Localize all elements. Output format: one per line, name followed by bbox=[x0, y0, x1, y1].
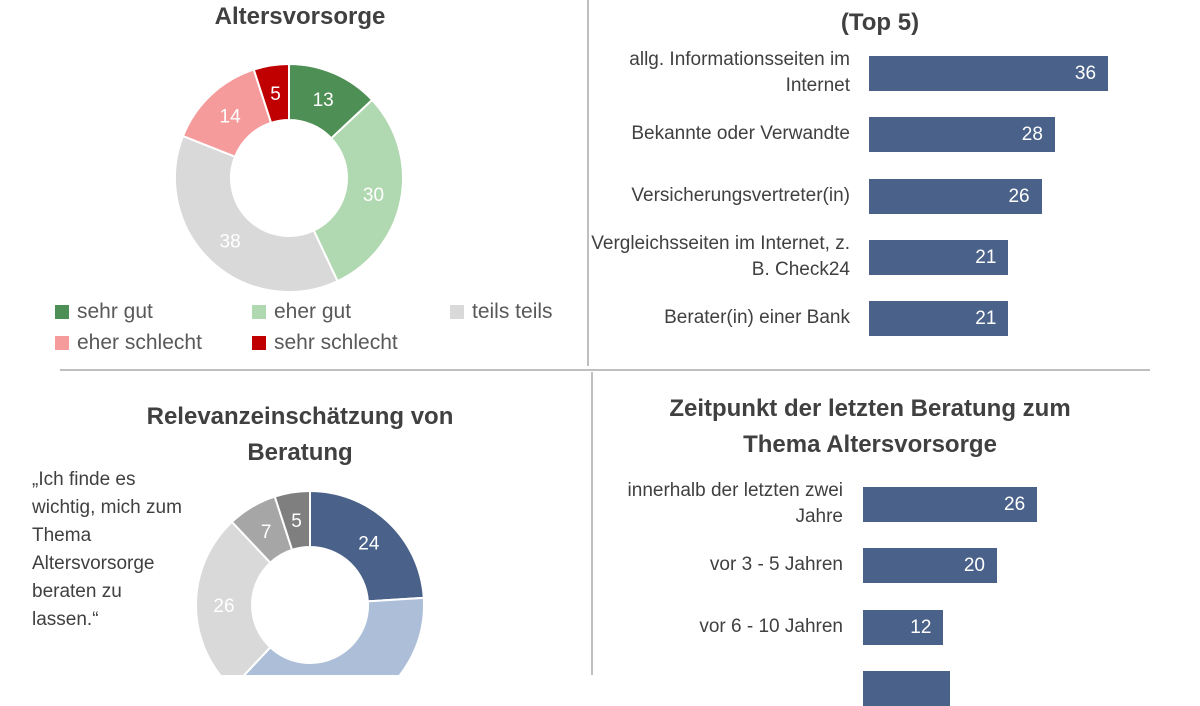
divider-vertical-bottom bbox=[591, 372, 593, 675]
category-label: vor 6 - 10 Jahren bbox=[699, 616, 843, 637]
bar: 28 bbox=[869, 117, 1055, 152]
legend-swatch bbox=[450, 305, 464, 319]
chart1-title: Altersvorsorge bbox=[214, 3, 386, 30]
bar: 21 bbox=[869, 240, 1009, 275]
donut-slice bbox=[195, 520, 272, 675]
bar: 26 bbox=[863, 487, 1038, 522]
legend-label: teils teils bbox=[472, 300, 553, 323]
chart3-annotation: „Ich finde es wichtig, mich zum Thema Al… bbox=[32, 469, 182, 630]
chart2-title: (Top 5) bbox=[840, 9, 920, 36]
legend-swatch bbox=[55, 336, 69, 350]
legend-swatch bbox=[252, 336, 266, 350]
chart3-title: Relevanzeinschätzung von Beratung bbox=[146, 403, 454, 466]
bar: 12 bbox=[863, 610, 944, 645]
divider-vertical-top bbox=[587, 0, 589, 366]
donut-slice bbox=[252, 62, 290, 125]
category-label: Vergleichsseiten im Internet, z. B. Chec… bbox=[591, 233, 850, 280]
bar: 36 bbox=[869, 56, 1109, 91]
chart4-title: Zeitpunkt der letzten Beratung zum Thema… bbox=[669, 395, 1071, 458]
data-label: 26 bbox=[213, 596, 234, 617]
data-label: 24 bbox=[358, 533, 380, 554]
legend-swatch bbox=[252, 305, 266, 319]
legend-label: eher gut bbox=[274, 300, 352, 323]
legend-item: eher schlecht bbox=[55, 331, 202, 355]
data-label: 7 bbox=[261, 522, 272, 543]
divider-horizontal bbox=[60, 369, 1150, 371]
legend-item: sehr gut bbox=[55, 300, 153, 324]
legend-item: teils teils bbox=[450, 300, 553, 324]
legend-label: eher schlecht bbox=[77, 331, 202, 354]
donut-slice bbox=[242, 596, 425, 675]
data-label: 30 bbox=[363, 185, 384, 206]
donut-slice bbox=[273, 489, 311, 552]
bar: 20 bbox=[863, 548, 997, 583]
bar: 21 bbox=[869, 301, 1009, 336]
data-label: 38 bbox=[220, 232, 241, 253]
bar: 26 bbox=[869, 179, 1042, 214]
data-label: 38 bbox=[336, 674, 357, 675]
donut-slice bbox=[174, 134, 339, 293]
category-label: Versicherungsvertreter(in) bbox=[631, 185, 850, 206]
legend-item: eher gut bbox=[252, 300, 351, 324]
data-label: 5 bbox=[291, 511, 302, 532]
donut-slice bbox=[312, 98, 404, 283]
donut-slice bbox=[309, 489, 425, 603]
category-label: Bekannte oder Verwandte bbox=[631, 123, 850, 144]
category-label: allg. Informationsseiten im Internet bbox=[629, 49, 850, 96]
donut-charts: 13303814524382675 bbox=[174, 62, 425, 675]
legend-swatch bbox=[55, 305, 69, 319]
data-label: 5 bbox=[270, 84, 281, 105]
legend-label: sehr schlecht bbox=[274, 331, 398, 354]
category-label: innerhalb der letzten zwei Jahre bbox=[627, 480, 843, 527]
bar bbox=[863, 671, 951, 706]
data-label: 14 bbox=[220, 106, 242, 127]
category-label: Berater(in) einer Bank bbox=[664, 307, 850, 328]
data-label: 13 bbox=[313, 90, 334, 111]
legend-item: sehr schlecht bbox=[252, 331, 398, 355]
category-label: vor 3 - 5 Jahren bbox=[709, 554, 843, 575]
legend-label: sehr gut bbox=[77, 300, 153, 323]
